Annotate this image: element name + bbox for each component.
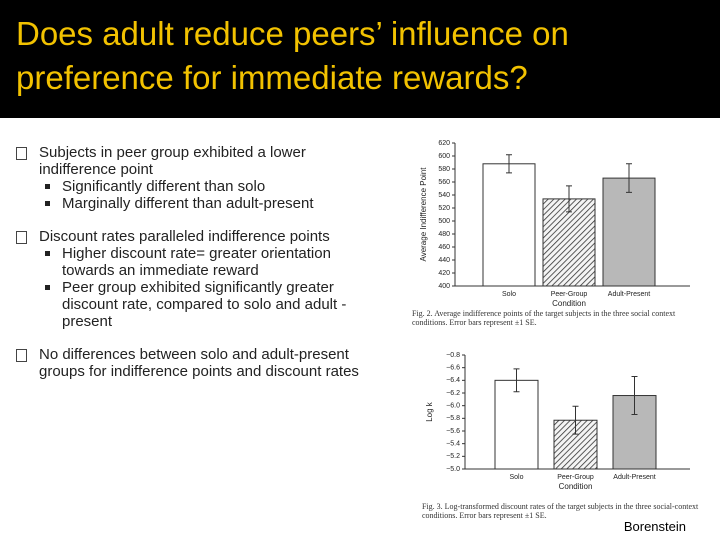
bullet: No differences between solo and adult-pr… [14,346,374,380]
y-tick-label: 420 [438,270,450,277]
slide-title: Does adult reduce peers’ influence on pr… [16,15,569,96]
bar [494,379,539,470]
figure-caption: Fig. 3. Log-transformed discount rates o… [422,502,699,520]
x-axis-label: Condition [552,299,586,308]
bullet: Discount rates paralleled indifference p… [14,228,374,330]
x-tick-label: Solo [509,474,523,481]
sub-bullet: Higher discount rate= greater orientatio… [39,245,374,279]
bullet-marker [16,231,27,244]
sub-bullet: Significantly different than solo [39,178,374,195]
bar [482,163,536,287]
y-tick-label: 480 [438,231,450,238]
y-tick-label: −6.6 [446,365,460,372]
x-tick-label: Adult-Present [608,291,650,298]
y-tick-label: −6.4 [446,377,460,384]
y-axis-label: Average Indifference Point [419,167,428,262]
credit: Borenstein [623,519,686,534]
bullet-text: No differences between solo and adult-pr… [39,346,359,380]
error-bar [566,185,572,213]
error-bar [631,376,638,416]
y-tick-label: −5.0 [446,466,460,473]
x-tick-label: Solo [502,291,516,298]
y-tick-label: 540 [438,192,450,199]
bar [602,177,656,287]
sub-bullet-text: Higher discount rate= greater orientatio… [62,245,331,279]
y-tick-label: −6.2 [446,390,460,397]
y-tick-label: 500 [438,218,450,225]
x-tick-label: Peer-Group [557,474,594,481]
y-tick-label: −5.4 [446,441,460,448]
sub-bullet-text: Peer group exhibited significantly great… [62,279,347,330]
error-bar [626,163,632,193]
y-tick-label: 520 [438,205,450,212]
bullet-marker [16,147,27,160]
y-tick-label: −5.6 [446,428,460,435]
y-tick-label: 620 [438,140,450,147]
y-tick-label: 460 [438,244,450,251]
error-bar [513,368,520,393]
y-tick-label: 440 [438,257,450,264]
sub-bullet-text: Significantly different than solo [62,178,266,195]
bullet-marker [16,349,27,362]
y-tick-label: 600 [438,153,450,160]
sub-bullet-text: Marginally different than adult-present [62,195,314,212]
x-tick-label: Peer-Group [551,291,588,298]
title-band [0,0,720,118]
y-tick-label: 560 [438,179,450,186]
bar [542,198,596,287]
error-bar [572,405,579,435]
y-tick-label: −5.2 [446,453,460,460]
bullet-list: Subjects in peer group exhibited a lower… [14,144,374,396]
y-tick-label: 580 [438,166,450,173]
bullet-text: Subjects in peer group exhibited a lower… [39,144,306,178]
y-tick-label: −5.8 [446,415,460,422]
sub-bullet-marker [45,201,50,206]
sub-bullet: Marginally different than adult-present [39,195,374,212]
sub-bullet: Peer group exhibited significantly great… [39,279,374,330]
figure-caption: Fig. 2. Average indifference points of t… [412,309,676,327]
x-axis-label: Condition [559,482,593,491]
sub-bullet-marker [45,251,50,256]
sub-bullet-marker [45,184,50,189]
x-tick-label: Adult-Present [613,474,655,481]
y-axis-label: Log k [425,401,434,422]
bullet-text: Discount rates paralleled indifference p… [39,228,330,245]
sub-bullet-marker [45,285,50,290]
bullet: Subjects in peer group exhibited a lower… [14,144,374,212]
error-bar [506,154,512,174]
y-tick-label: −6.0 [446,403,460,410]
y-tick-label: −0.8 [446,352,460,359]
y-tick-label: 400 [438,283,450,290]
